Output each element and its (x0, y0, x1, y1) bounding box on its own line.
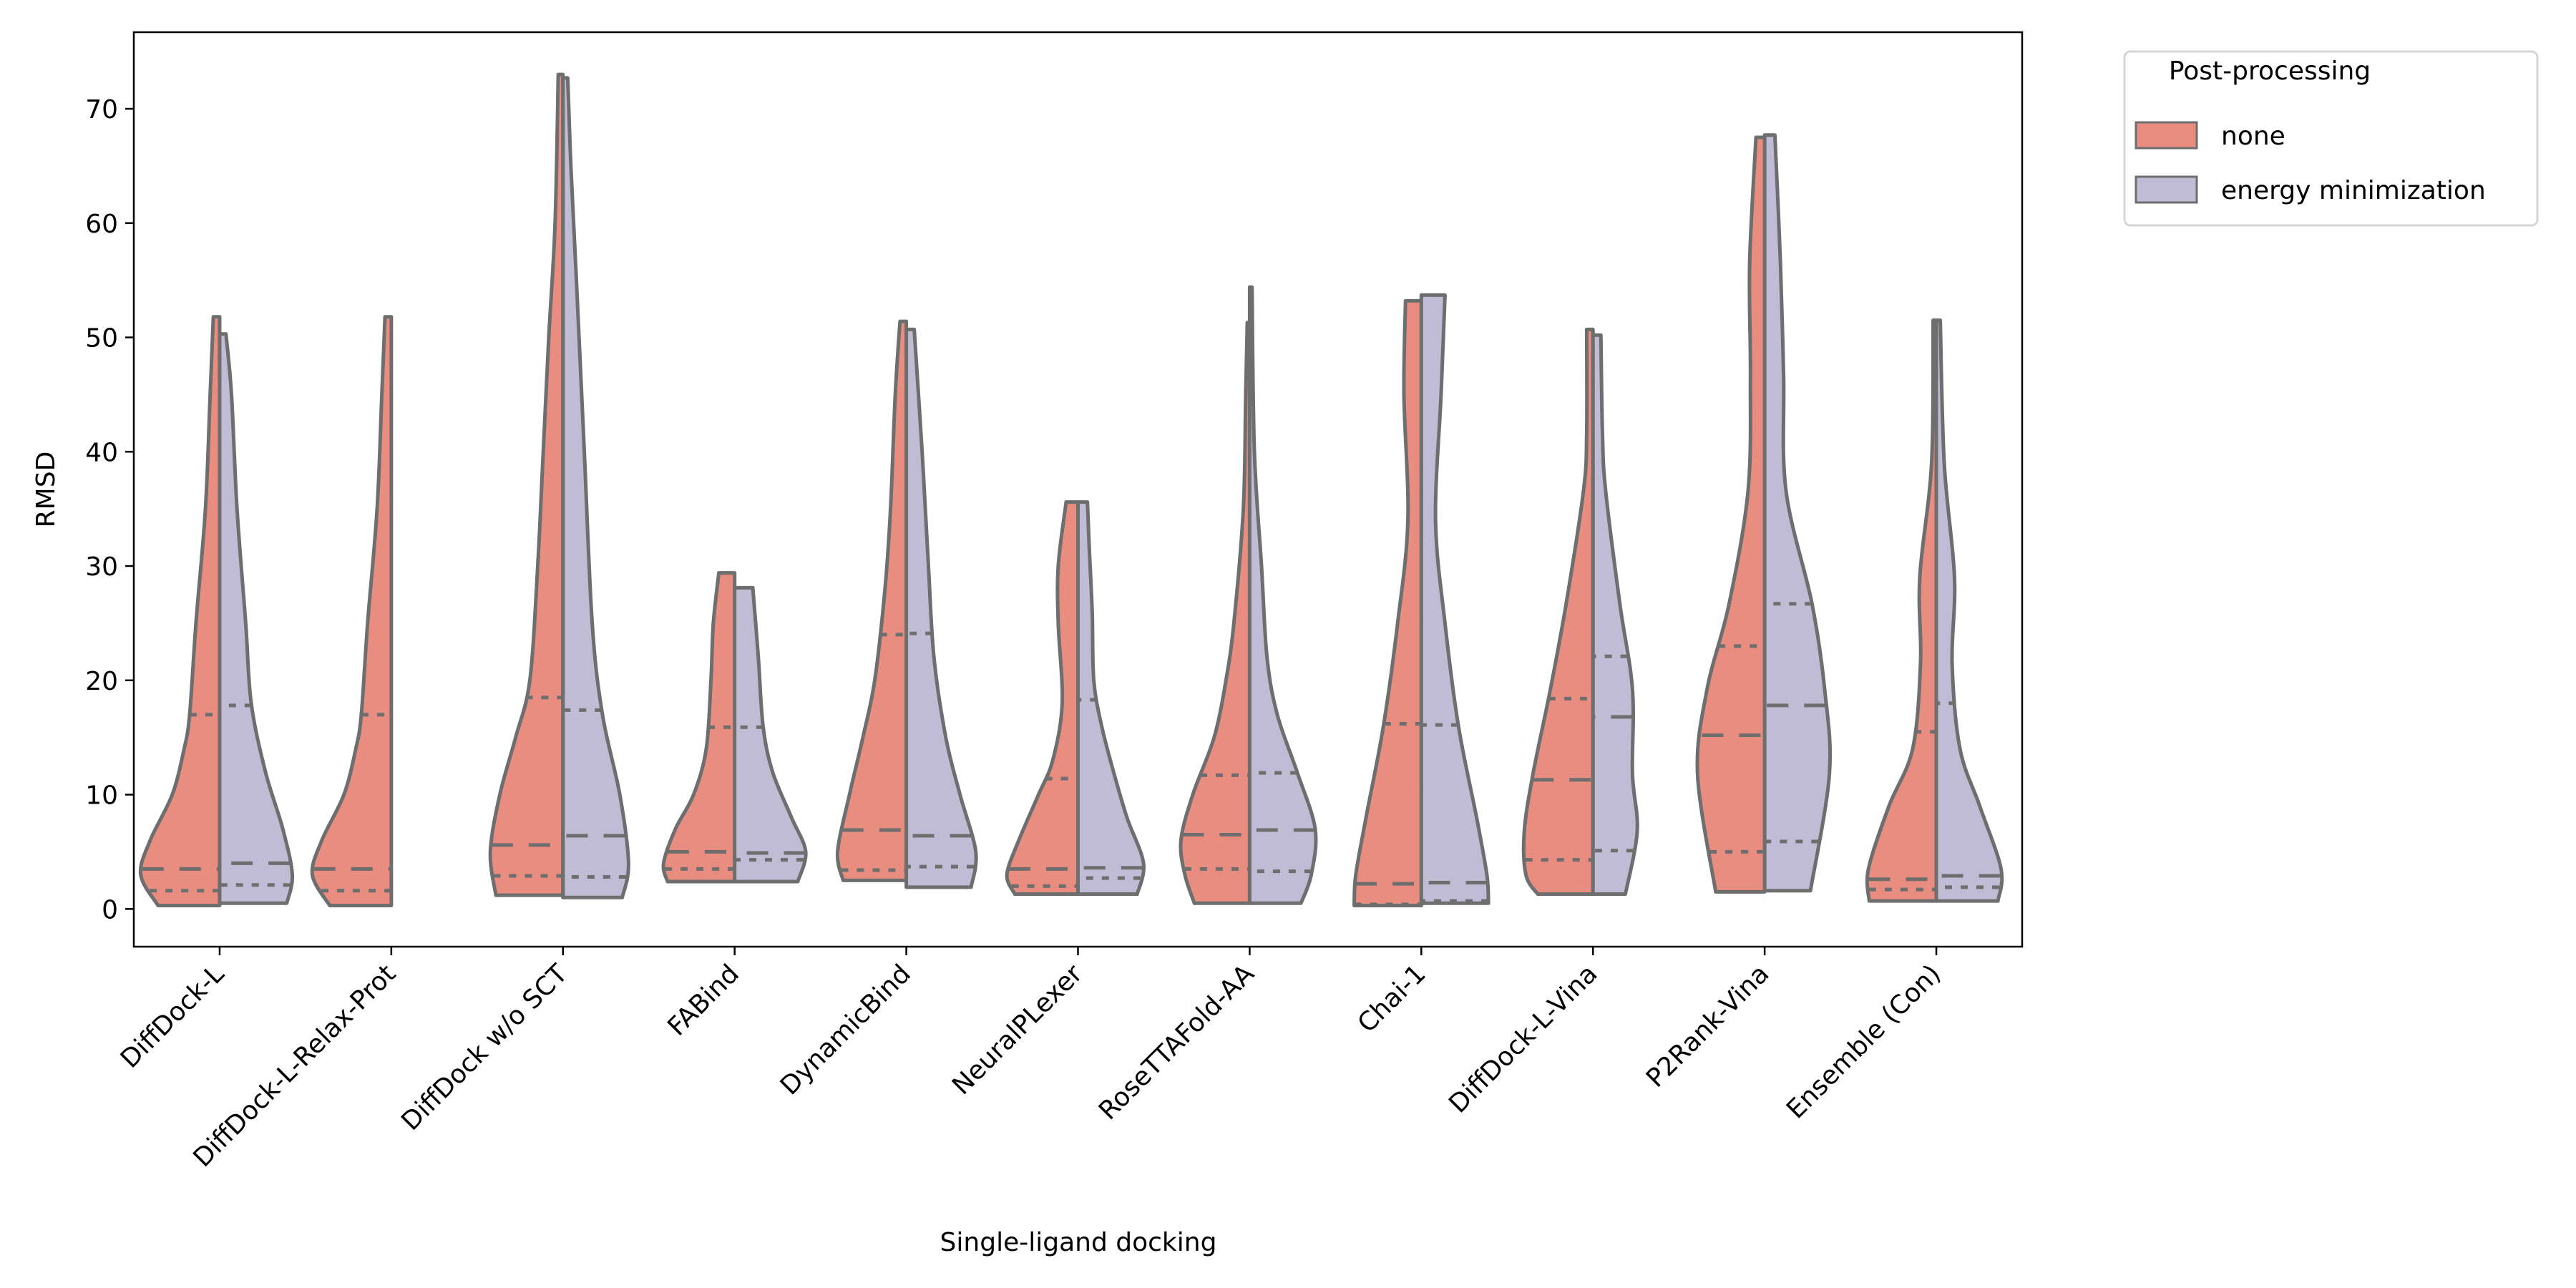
x-tick-label: DiffDock w/o SCT (396, 959, 573, 1136)
x-tick-label: NeuralPLexer (947, 959, 1088, 1101)
legend-swatch-none (2135, 121, 2198, 150)
violin-none (1352, 298, 1423, 907)
violin-none (310, 315, 394, 907)
violin-none (488, 72, 565, 897)
x-tick-label: DiffDock-L-Relax-Prot (188, 959, 402, 1173)
legend-title: Post-processing (2169, 57, 2371, 86)
violin-energy-minimization (218, 332, 294, 905)
x-tick-label: DiffDock-L (115, 959, 230, 1073)
legend-label-energy-minimization: energy minimization (2221, 176, 2486, 205)
x-tick-label: DynamicBind (775, 959, 917, 1101)
violin-none (1865, 318, 1938, 903)
violin-energy-minimization (904, 327, 978, 889)
violin-none (835, 319, 909, 882)
violin-energy-minimization (1247, 285, 1318, 905)
violin-none (1005, 500, 1080, 897)
violin-energy-minimization (1762, 133, 1833, 893)
violin-energy-minimization (1076, 500, 1146, 897)
x-tick-label: Ensemble (Con) (1781, 959, 1946, 1124)
violin-none (1695, 135, 1767, 894)
violin-energy-minimization (1419, 293, 1491, 905)
y-tick-label: 20 (85, 667, 118, 696)
violin-none (1521, 327, 1595, 897)
violin-energy-minimization (733, 585, 808, 884)
x-axis: DiffDock-LDiffDock-L-Relax-ProtDiffDock … (115, 947, 1946, 1173)
y-tick-label: 70 (85, 95, 118, 125)
violin-none (1179, 321, 1252, 905)
violins-layer (138, 72, 2004, 907)
y-axis-label: RMSD (31, 452, 61, 528)
legend: Post-processing none energy minimization (2123, 50, 2539, 227)
y-tick-label: 30 (85, 552, 118, 582)
violin-energy-minimization (1591, 333, 1639, 897)
violin-energy-minimization (1934, 318, 2004, 903)
y-tick-label: 0 (102, 895, 118, 924)
x-tick-label: FABind (663, 959, 746, 1042)
x-tick-label: Chai-1 (1352, 959, 1432, 1038)
violin-none (661, 571, 737, 884)
violin-energy-minimization (561, 76, 630, 899)
legend-label-none: none (2221, 122, 2285, 151)
x-tick-label: DiffDock-L-Vina (1443, 959, 1603, 1118)
y-tick-label: 50 (85, 324, 118, 353)
y-tick-label: 40 (85, 438, 118, 467)
x-tick-label: RoseTTAFold-AA (1093, 959, 1260, 1126)
y-tick-label: 60 (85, 210, 118, 239)
violin-none (138, 315, 222, 907)
x-tick-label: P2Rank-Vina (1641, 959, 1775, 1093)
x-axis-label: Single-ligand docking (940, 1228, 1217, 1257)
y-tick-label: 10 (85, 781, 118, 811)
legend-swatch-energy-minimization (2135, 175, 2198, 204)
y-axis: 0 10 20 30 40 50 60 70 (85, 95, 134, 924)
legend-frame (2123, 50, 2539, 227)
